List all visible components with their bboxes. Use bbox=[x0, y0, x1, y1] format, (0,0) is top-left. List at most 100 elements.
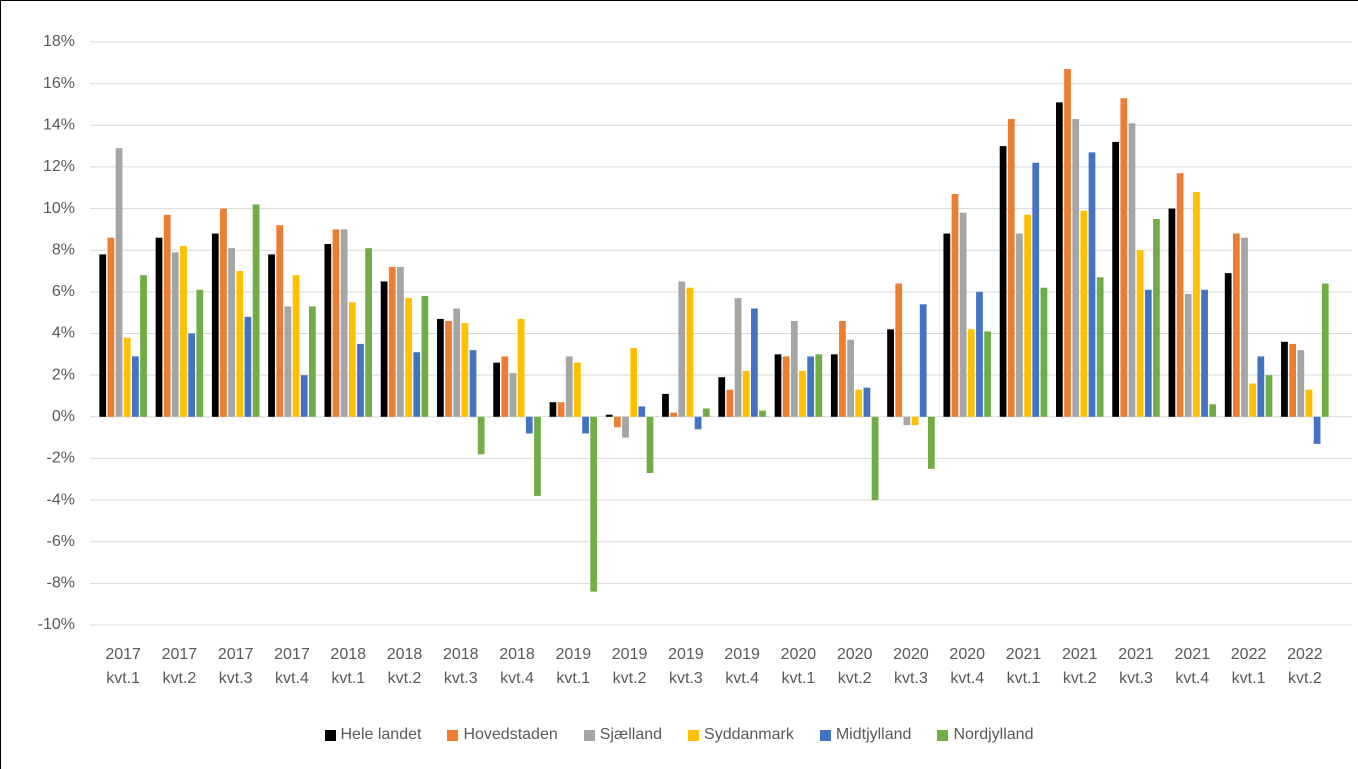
bar bbox=[332, 229, 340, 417]
bar bbox=[140, 275, 147, 417]
bar bbox=[1032, 162, 1040, 417]
y-tick-label: -6% bbox=[47, 533, 75, 550]
x-tick-label: 2019 kvt.1 bbox=[555, 646, 592, 687]
bar bbox=[1184, 293, 1192, 417]
bar bbox=[461, 323, 469, 417]
bar bbox=[976, 291, 983, 417]
x-tick-label: 2017 kvt.2 bbox=[161, 646, 198, 687]
y-tick-label: -4% bbox=[47, 491, 75, 508]
bar bbox=[348, 302, 356, 417]
bar bbox=[276, 225, 284, 417]
y-tick-label: -8% bbox=[47, 575, 75, 592]
bar bbox=[1080, 210, 1088, 417]
y-tick-label: 0% bbox=[52, 408, 75, 425]
bar bbox=[613, 416, 621, 428]
bar bbox=[662, 393, 669, 417]
bar bbox=[927, 416, 935, 469]
x-tick-label: 2022 kvt.2 bbox=[1287, 646, 1323, 687]
legend-label: Midtjylland bbox=[835, 726, 912, 743]
bar bbox=[220, 208, 227, 417]
bar bbox=[1153, 218, 1160, 417]
bar bbox=[501, 356, 509, 417]
x-tick-label: 2019 kvt.3 bbox=[668, 646, 704, 687]
bar bbox=[107, 237, 115, 417]
bar bbox=[1128, 123, 1136, 417]
y-tick-label: 14% bbox=[43, 117, 75, 134]
x-tick-label: 2020 kvt.3 bbox=[893, 646, 929, 687]
bar bbox=[847, 339, 854, 417]
legend-label: Hovedstaden bbox=[463, 726, 558, 743]
bar bbox=[984, 331, 992, 417]
y-tick-label: 6% bbox=[52, 283, 75, 300]
bar bbox=[155, 237, 163, 417]
bar bbox=[646, 416, 654, 474]
bar bbox=[1040, 287, 1048, 417]
bar bbox=[839, 321, 846, 417]
bar bbox=[999, 146, 1007, 417]
bar bbox=[413, 352, 421, 417]
bar bbox=[300, 375, 308, 417]
x-tick-label: 2021 kvt.2 bbox=[1061, 646, 1098, 687]
bar bbox=[815, 354, 823, 417]
bar bbox=[863, 387, 871, 417]
bar bbox=[493, 362, 501, 417]
bar bbox=[605, 414, 613, 417]
bar bbox=[799, 370, 806, 417]
bar bbox=[1096, 277, 1104, 417]
bar bbox=[1321, 283, 1329, 417]
x-tick-label: 2022 kvt.1 bbox=[1230, 646, 1267, 687]
y-tick-label: 2% bbox=[52, 366, 75, 383]
bar bbox=[1265, 375, 1273, 417]
bar bbox=[1257, 356, 1265, 417]
bar bbox=[324, 243, 332, 417]
bar bbox=[718, 377, 726, 417]
y-tick-label: -10% bbox=[38, 616, 75, 633]
legend-item: Sjælland bbox=[583, 726, 662, 744]
x-tick-label: 2020 kvt.1 bbox=[780, 646, 817, 687]
bar bbox=[790, 321, 798, 417]
bar bbox=[1313, 416, 1321, 444]
bar bbox=[1209, 404, 1217, 417]
bar bbox=[211, 233, 219, 417]
bar bbox=[1249, 383, 1257, 417]
legend-item: Syddanmark bbox=[688, 726, 794, 744]
bar bbox=[284, 306, 292, 417]
bar bbox=[774, 354, 782, 417]
legend-swatch bbox=[447, 729, 459, 741]
x-tick-label: 2020 kvt.2 bbox=[836, 646, 873, 687]
bar bbox=[236, 271, 244, 417]
bar bbox=[1241, 237, 1248, 417]
legend-swatch bbox=[688, 729, 700, 741]
bar bbox=[1289, 343, 1297, 417]
legend-item: Midtjylland bbox=[819, 726, 912, 744]
x-tick-label: 2018 kvt.3 bbox=[442, 646, 479, 687]
y-tick-label: -2% bbox=[47, 450, 75, 467]
bar bbox=[549, 402, 557, 417]
x-tick-label: 2020 kvt.4 bbox=[949, 646, 986, 687]
bar bbox=[1064, 69, 1071, 417]
legend-label: Nordjylland bbox=[953, 726, 1034, 743]
x-tick-label: 2019 kvt.4 bbox=[724, 646, 760, 687]
bar bbox=[1176, 173, 1184, 417]
bar bbox=[807, 356, 815, 417]
bar bbox=[469, 350, 477, 417]
x-tick-label: 2019 kvt.2 bbox=[611, 646, 648, 687]
bar bbox=[919, 304, 927, 417]
bar bbox=[702, 408, 710, 417]
bar bbox=[397, 266, 404, 417]
bar bbox=[131, 356, 139, 417]
bar bbox=[534, 416, 541, 496]
bar bbox=[670, 412, 678, 417]
x-tick-label: 2018 kvt.4 bbox=[499, 646, 535, 687]
bar bbox=[405, 298, 412, 417]
x-tick-label: 2018 kvt.2 bbox=[386, 646, 423, 687]
bar bbox=[99, 254, 107, 417]
bar bbox=[1297, 350, 1305, 417]
bar bbox=[855, 389, 863, 417]
y-tick-label: 18% bbox=[43, 33, 75, 50]
bar bbox=[1168, 208, 1176, 417]
bar bbox=[244, 316, 252, 417]
bar bbox=[1281, 341, 1288, 417]
